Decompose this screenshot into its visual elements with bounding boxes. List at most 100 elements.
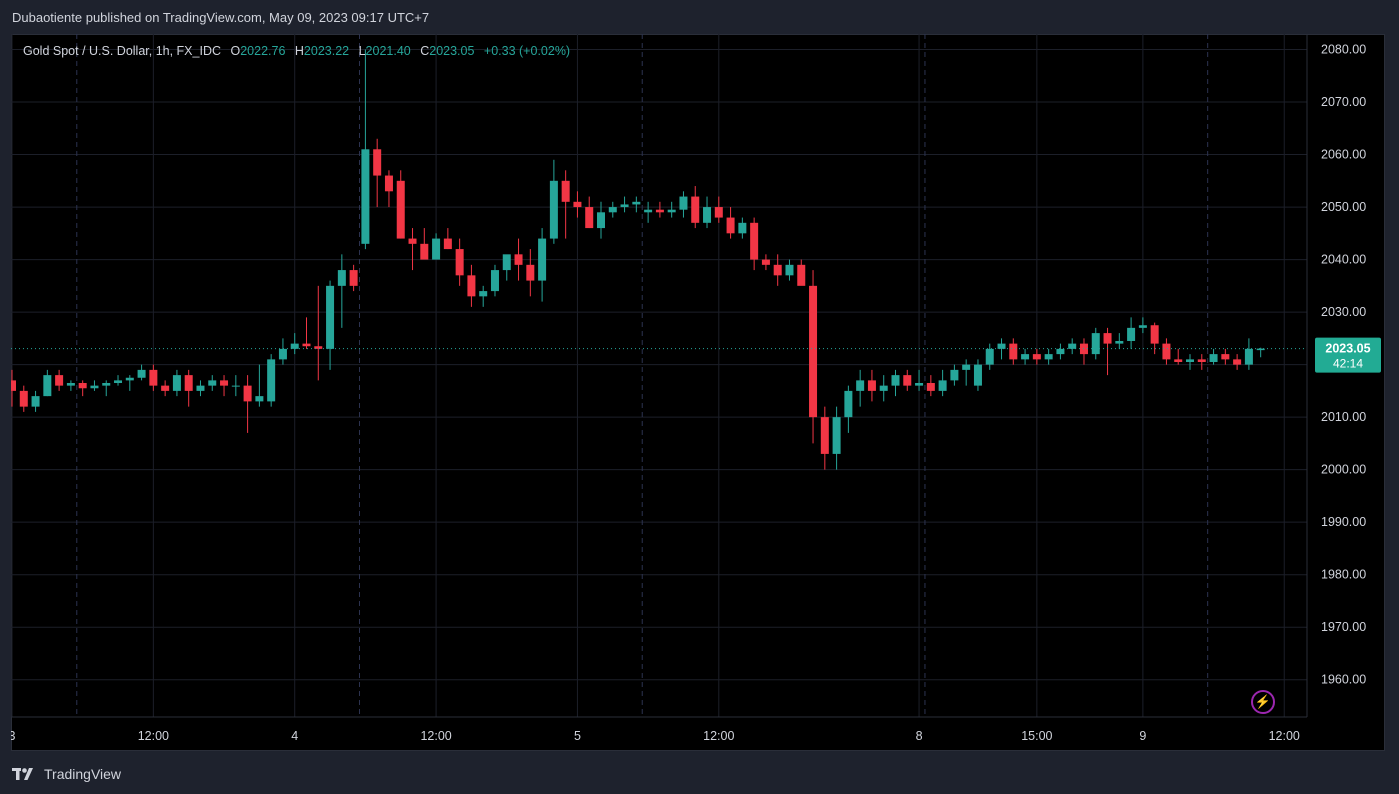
candle-body — [526, 264, 535, 281]
candle-body — [738, 222, 747, 234]
candle-body — [773, 264, 782, 276]
candle-body — [691, 196, 700, 223]
candle — [867, 369, 876, 402]
candle — [879, 375, 888, 402]
candle — [738, 217, 747, 239]
candle-body — [490, 270, 499, 292]
candle — [1056, 343, 1065, 360]
candle — [832, 406, 841, 470]
candle-body — [55, 375, 64, 386]
candle — [172, 369, 181, 397]
candle — [1091, 327, 1100, 360]
candle-body — [973, 364, 982, 386]
candle — [1174, 348, 1183, 365]
lightning-icon[interactable]: ⚡ — [1251, 690, 1275, 714]
price-chart[interactable]: 2080.00 2070.00 2060.00 2050.00 2040.00 2030.… — [11, 34, 1385, 751]
candle-body — [820, 417, 829, 454]
candle — [797, 259, 806, 286]
candle-body — [561, 180, 570, 202]
tradingview-brand-text: TradingView — [44, 766, 122, 782]
candle — [408, 228, 417, 271]
candle — [514, 238, 523, 281]
x-tick-label: 8 — [916, 729, 923, 743]
candle-body — [337, 270, 346, 286]
candle — [620, 196, 629, 213]
candle — [785, 259, 794, 281]
candle-body — [1044, 354, 1053, 360]
candle-body — [125, 377, 134, 381]
chart-frame[interactable] — [11, 34, 1385, 751]
candle-body — [797, 264, 806, 286]
candle-body — [1127, 327, 1136, 341]
candle-body — [208, 380, 217, 386]
candle — [420, 228, 429, 260]
candle — [267, 354, 276, 407]
y-tick-label: 1970.00 — [1321, 620, 1366, 634]
candle — [915, 369, 924, 391]
candle — [220, 375, 229, 397]
candle-body — [267, 359, 276, 402]
candle — [585, 196, 594, 229]
candle-body — [867, 380, 876, 391]
candle — [502, 254, 511, 281]
candle — [926, 375, 935, 397]
candle — [396, 170, 405, 239]
x-tick-label: 12:00 — [703, 729, 734, 743]
candle-body — [432, 238, 441, 260]
candle-body — [655, 209, 664, 213]
candle-body — [314, 346, 323, 349]
candle-body — [703, 207, 712, 223]
candle — [443, 228, 452, 250]
candle — [608, 201, 617, 218]
candle — [1127, 317, 1136, 349]
candle-body — [373, 149, 382, 176]
candle — [1150, 322, 1159, 355]
candle-body — [502, 254, 511, 271]
x-tick-label: 12:00 — [1269, 729, 1300, 743]
x-tick-label: 5 — [574, 729, 581, 743]
candle — [667, 201, 676, 218]
current-price-badge — [1315, 337, 1381, 373]
candle-body — [856, 380, 865, 391]
candle — [432, 233, 441, 260]
candle — [1032, 348, 1041, 365]
candle-body — [290, 343, 299, 349]
candle-body — [997, 343, 1006, 349]
candle — [962, 359, 971, 386]
candle — [891, 369, 900, 397]
candle-body — [1162, 343, 1171, 360]
tradingview-logo-icon — [12, 768, 33, 780]
candle-body — [938, 380, 947, 391]
candle-body — [1115, 340, 1124, 344]
candle — [337, 254, 346, 328]
candle — [455, 238, 464, 286]
candle — [1244, 338, 1253, 370]
candle-body — [479, 291, 488, 297]
candle — [844, 385, 853, 433]
candle — [1233, 354, 1242, 370]
candle — [597, 201, 605, 239]
y-tick-label: 2060.00 — [1321, 148, 1366, 162]
candle — [243, 375, 252, 433]
candle-body — [714, 207, 723, 218]
candle — [326, 280, 335, 370]
candle — [66, 380, 75, 391]
candle — [820, 406, 829, 470]
candle — [1009, 338, 1018, 365]
candle-body — [962, 364, 971, 370]
candle — [490, 264, 499, 297]
candle — [290, 333, 299, 355]
y-tick-label: 2040.00 — [1321, 253, 1366, 267]
header-bar: Dubaotiente published on TradingView.com… — [0, 0, 1399, 34]
candle — [903, 369, 912, 391]
open-key: O — [230, 44, 241, 58]
candle — [985, 343, 994, 370]
footer-brand[interactable]: TradingView — [12, 764, 121, 784]
candle — [1256, 347, 1265, 358]
candle — [184, 369, 193, 407]
candle-body — [1091, 333, 1100, 355]
candle — [102, 380, 111, 397]
y-tick-label: 2080.00 — [1321, 43, 1366, 57]
candle-body — [879, 385, 888, 391]
candle-body — [597, 212, 605, 229]
